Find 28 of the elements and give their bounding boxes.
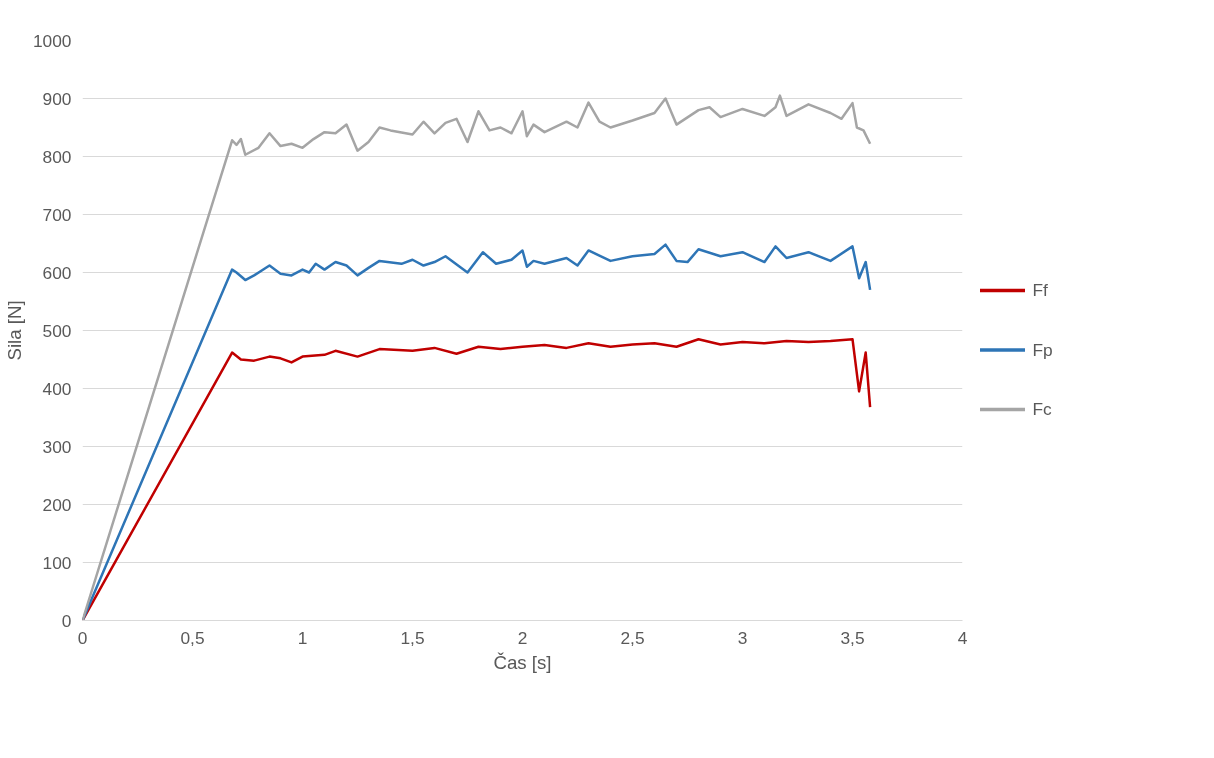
line-series <box>82 243 872 621</box>
x-tick-label: 2 <box>517 627 528 648</box>
legend-label: Fp <box>1032 339 1053 360</box>
line-series <box>82 94 872 621</box>
y-tick-label: 1000 <box>32 30 72 51</box>
x-tick-label: 4 <box>957 627 968 648</box>
y-tick-label: 400 <box>42 378 72 399</box>
x-axis-title: Čas [s] <box>493 651 552 673</box>
y-axis-title: Sila [N] <box>3 300 25 361</box>
line-series <box>82 337 872 621</box>
x-tick-label: 1 <box>297 627 308 648</box>
x-tick-label: 0,5 <box>180 627 205 648</box>
legend-label: Fc <box>1032 399 1053 420</box>
y-tick-label: 200 <box>42 494 72 515</box>
y-tick-label: 700 <box>42 204 72 225</box>
x-tick-label: 2,5 <box>620 627 645 648</box>
y-tick-label: 800 <box>42 146 72 167</box>
y-tick-label: 300 <box>42 436 72 457</box>
x-tick-label: 1,5 <box>400 627 425 648</box>
y-tick-label: 0 <box>61 610 72 631</box>
x-tick-label: 3,5 <box>840 627 865 648</box>
y-tick-label: 100 <box>42 552 72 573</box>
x-tick-label: 0 <box>77 627 88 648</box>
y-tick-label: 600 <box>42 262 72 283</box>
legend-label: Ff <box>1032 280 1049 301</box>
x-tick-label: 3 <box>737 627 748 648</box>
y-tick-label: 500 <box>42 320 72 341</box>
y-tick-label: 900 <box>42 88 72 109</box>
